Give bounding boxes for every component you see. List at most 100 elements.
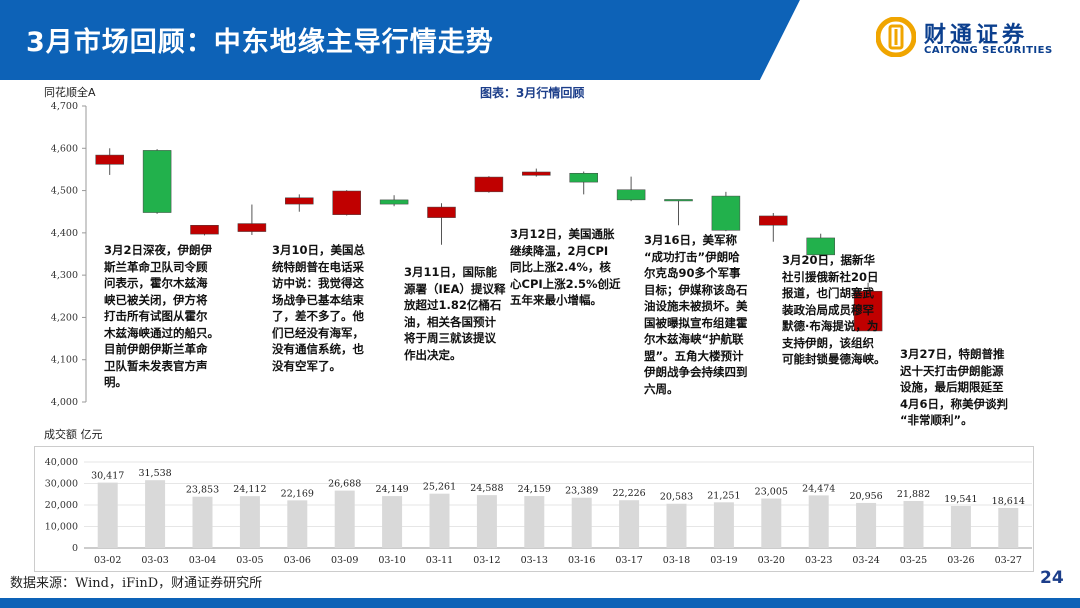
candle-body [427,206,456,218]
candle-y-tick-label: 4,200 [51,312,78,323]
annotation-line: 3月11日，国际能 [404,265,498,279]
annotation-line: 统特朗普在电话采 [272,259,364,274]
header-banner: 3月市场回顾：中东地缘主导行情走势 财通证券 CAITONG SECURITIE… [0,0,1080,80]
annotation-mar02: 3月2日深夜，伊朗伊 斯兰革命卫队司令顾 问表示，霍尔木兹海 峡已被关闭，伊方将 打击所… [104,242,219,391]
volume-data-label: 19,541 [944,494,977,505]
annotation-line: 3月20日，据新华 [782,253,876,267]
annotation-mar12: 3月12日，美国通胀 继续降温，2月CPI 同比上涨2.4%，核 心CPI上涨2.5%… [510,226,621,309]
annotation-line: 明。 [104,375,127,389]
annotation-line: 社引援俄新社20日 [782,269,879,284]
data-source: 数据来源：Wind，iFinD，财通证券研究所 [10,576,263,591]
volume-x-tick-label: 03-03 [141,555,168,566]
page-title: 3月市场回顾：中东地缘主导行情走势 [26,27,494,58]
volume-bar [524,496,545,548]
volume-bar [476,495,497,548]
logo-text-cn: 财通证券 [924,23,1029,48]
volume-bar [998,507,1019,548]
header-background [0,0,1080,80]
volume-chart-frame [34,446,1034,572]
page-number: 24 [1040,568,1064,588]
volume-bar [619,500,640,548]
volume-y-tick-label: 10,000 [45,522,78,533]
annotation-line: 迟十天打击伊朗能源 [900,363,1004,378]
annotation-line: 3月27日，特朗普推 [900,347,1005,361]
annotation-line: 打击所有试图从霍尔 [104,309,208,323]
volume-data-label: 24,112 [233,484,266,495]
annotation-mar20: 3月20日，据新华 社引援俄新社20日 报道，也门胡塞武 装政治局成员穆罕 默德·布海提… [782,252,886,368]
annotation-line: 3月12日，美国通胀 [510,227,615,241]
volume-bar [903,500,924,548]
chart-title: 图表：3月行情回顾 [480,86,585,100]
volume-bar [713,502,734,548]
volume-data-label: 18,614 [992,496,1025,507]
annotation-line: 没有空军了。 [272,358,341,373]
annotation-line: 伊朗战争会持续四到 [644,365,748,379]
volume-x-tick-label: 03-04 [189,555,216,566]
annotation-line: 没有通信系统，也 [272,342,364,356]
annotation-line: 装政治局成员穆罕 [782,302,874,317]
annotation-line: 油，相关各国预计 [404,314,496,329]
volume-ylabel: 成交额 亿元 [44,428,103,441]
candle-body [522,171,551,176]
company-logo: 财通证券 CAITONG SECURITIES [872,15,1072,65]
volume-bar [666,503,687,548]
candle-body [474,176,504,193]
volume-bar [808,495,829,548]
candle-body [853,290,883,332]
volume-data-label: 26,688 [328,479,361,490]
volume-data-label: 22,169 [281,488,314,499]
candle-body [237,223,267,232]
candle-ylabel: 同花顺全A [44,86,96,99]
annotation-line: 默德·布海提说，为 [782,319,879,333]
volume-bar [429,493,450,548]
annotation-line: 国被曝拟宣布组建霍 [644,315,748,330]
volume-x-tick-label: 03-02 [94,555,121,566]
annotation-line: “成功打击”伊朗哈 [644,249,740,264]
annotation-line: 了，差不多了。他 [272,309,364,323]
volume-x-tick-label: 03-26 [947,555,974,566]
volume-data-label: 30,417 [91,471,124,482]
volume-data-label: 25,261 [423,482,456,493]
annotation-line: 六周。 [644,381,679,396]
candle-body [759,215,788,226]
annotation-line: 支持伊朗，该组织 [782,335,874,350]
annotation-line: 场战争已基本结束 [272,292,364,307]
annotation-line: 3月2日深夜，伊朗伊 [104,243,213,257]
candle-body [190,224,219,235]
volume-x-tick-label: 03-09 [331,555,358,566]
annotation-line: 3月10日，美国总 [272,243,366,257]
annotation-line: 作出决定。 [404,347,462,362]
volume-data-label: 22,226 [612,488,645,499]
annotation-line: 们已经没有海军， [272,325,364,340]
annotation-line: 尔克岛90多个军事 [644,266,741,280]
volume-data-label: 20,956 [849,491,882,502]
annotation-line: 访中说：我觉得这 [272,276,364,290]
volume-data-label: 20,583 [660,492,693,503]
annotation-line: 问表示，霍尔木兹海 [104,276,208,290]
volume-x-tick-label: 03-12 [473,555,500,566]
annotation-line: 木兹海峡通过的船只。 [104,325,219,340]
annotation-line: 峡已被关闭，伊方将 [104,292,208,307]
annotation-line: 继续降温，2月CPI [510,243,609,258]
annotation-line: 设施，最后期限延至 [900,380,1004,394]
volume-data-label: 24,159 [518,484,551,495]
volume-x-tick-label: 03-24 [852,555,879,566]
annotation-line: 心CPI上涨2.5%创近 [510,276,621,291]
candle-y-tick-label: 4,400 [51,228,78,239]
volume-data-label: 21,251 [707,490,740,501]
volume-x-tick-label: 03-16 [568,555,595,566]
candle-body [569,172,598,183]
volume-data-label: 23,853 [186,485,219,496]
annotation-line: 可能封锁曼德海峡。 [782,352,886,366]
candle-y-tick-label: 4,700 [51,101,78,112]
volume-data-label: 21,882 [897,489,930,500]
volume-y-tick-label: 40,000 [45,457,78,468]
annotation-line: 尔木兹海峡“护航联 [644,332,744,346]
volume-x-tick-label: 03-23 [805,555,832,566]
volume-x-tick-label: 03-20 [758,555,785,566]
candle-body [379,199,409,205]
logo-text-en: CAITONG SECURITIES [924,45,1053,56]
annotation-line: 源署（IEA）提议释 [404,281,506,296]
volume-bar [761,498,782,548]
volume-x-tick-label: 03-27 [995,555,1022,566]
